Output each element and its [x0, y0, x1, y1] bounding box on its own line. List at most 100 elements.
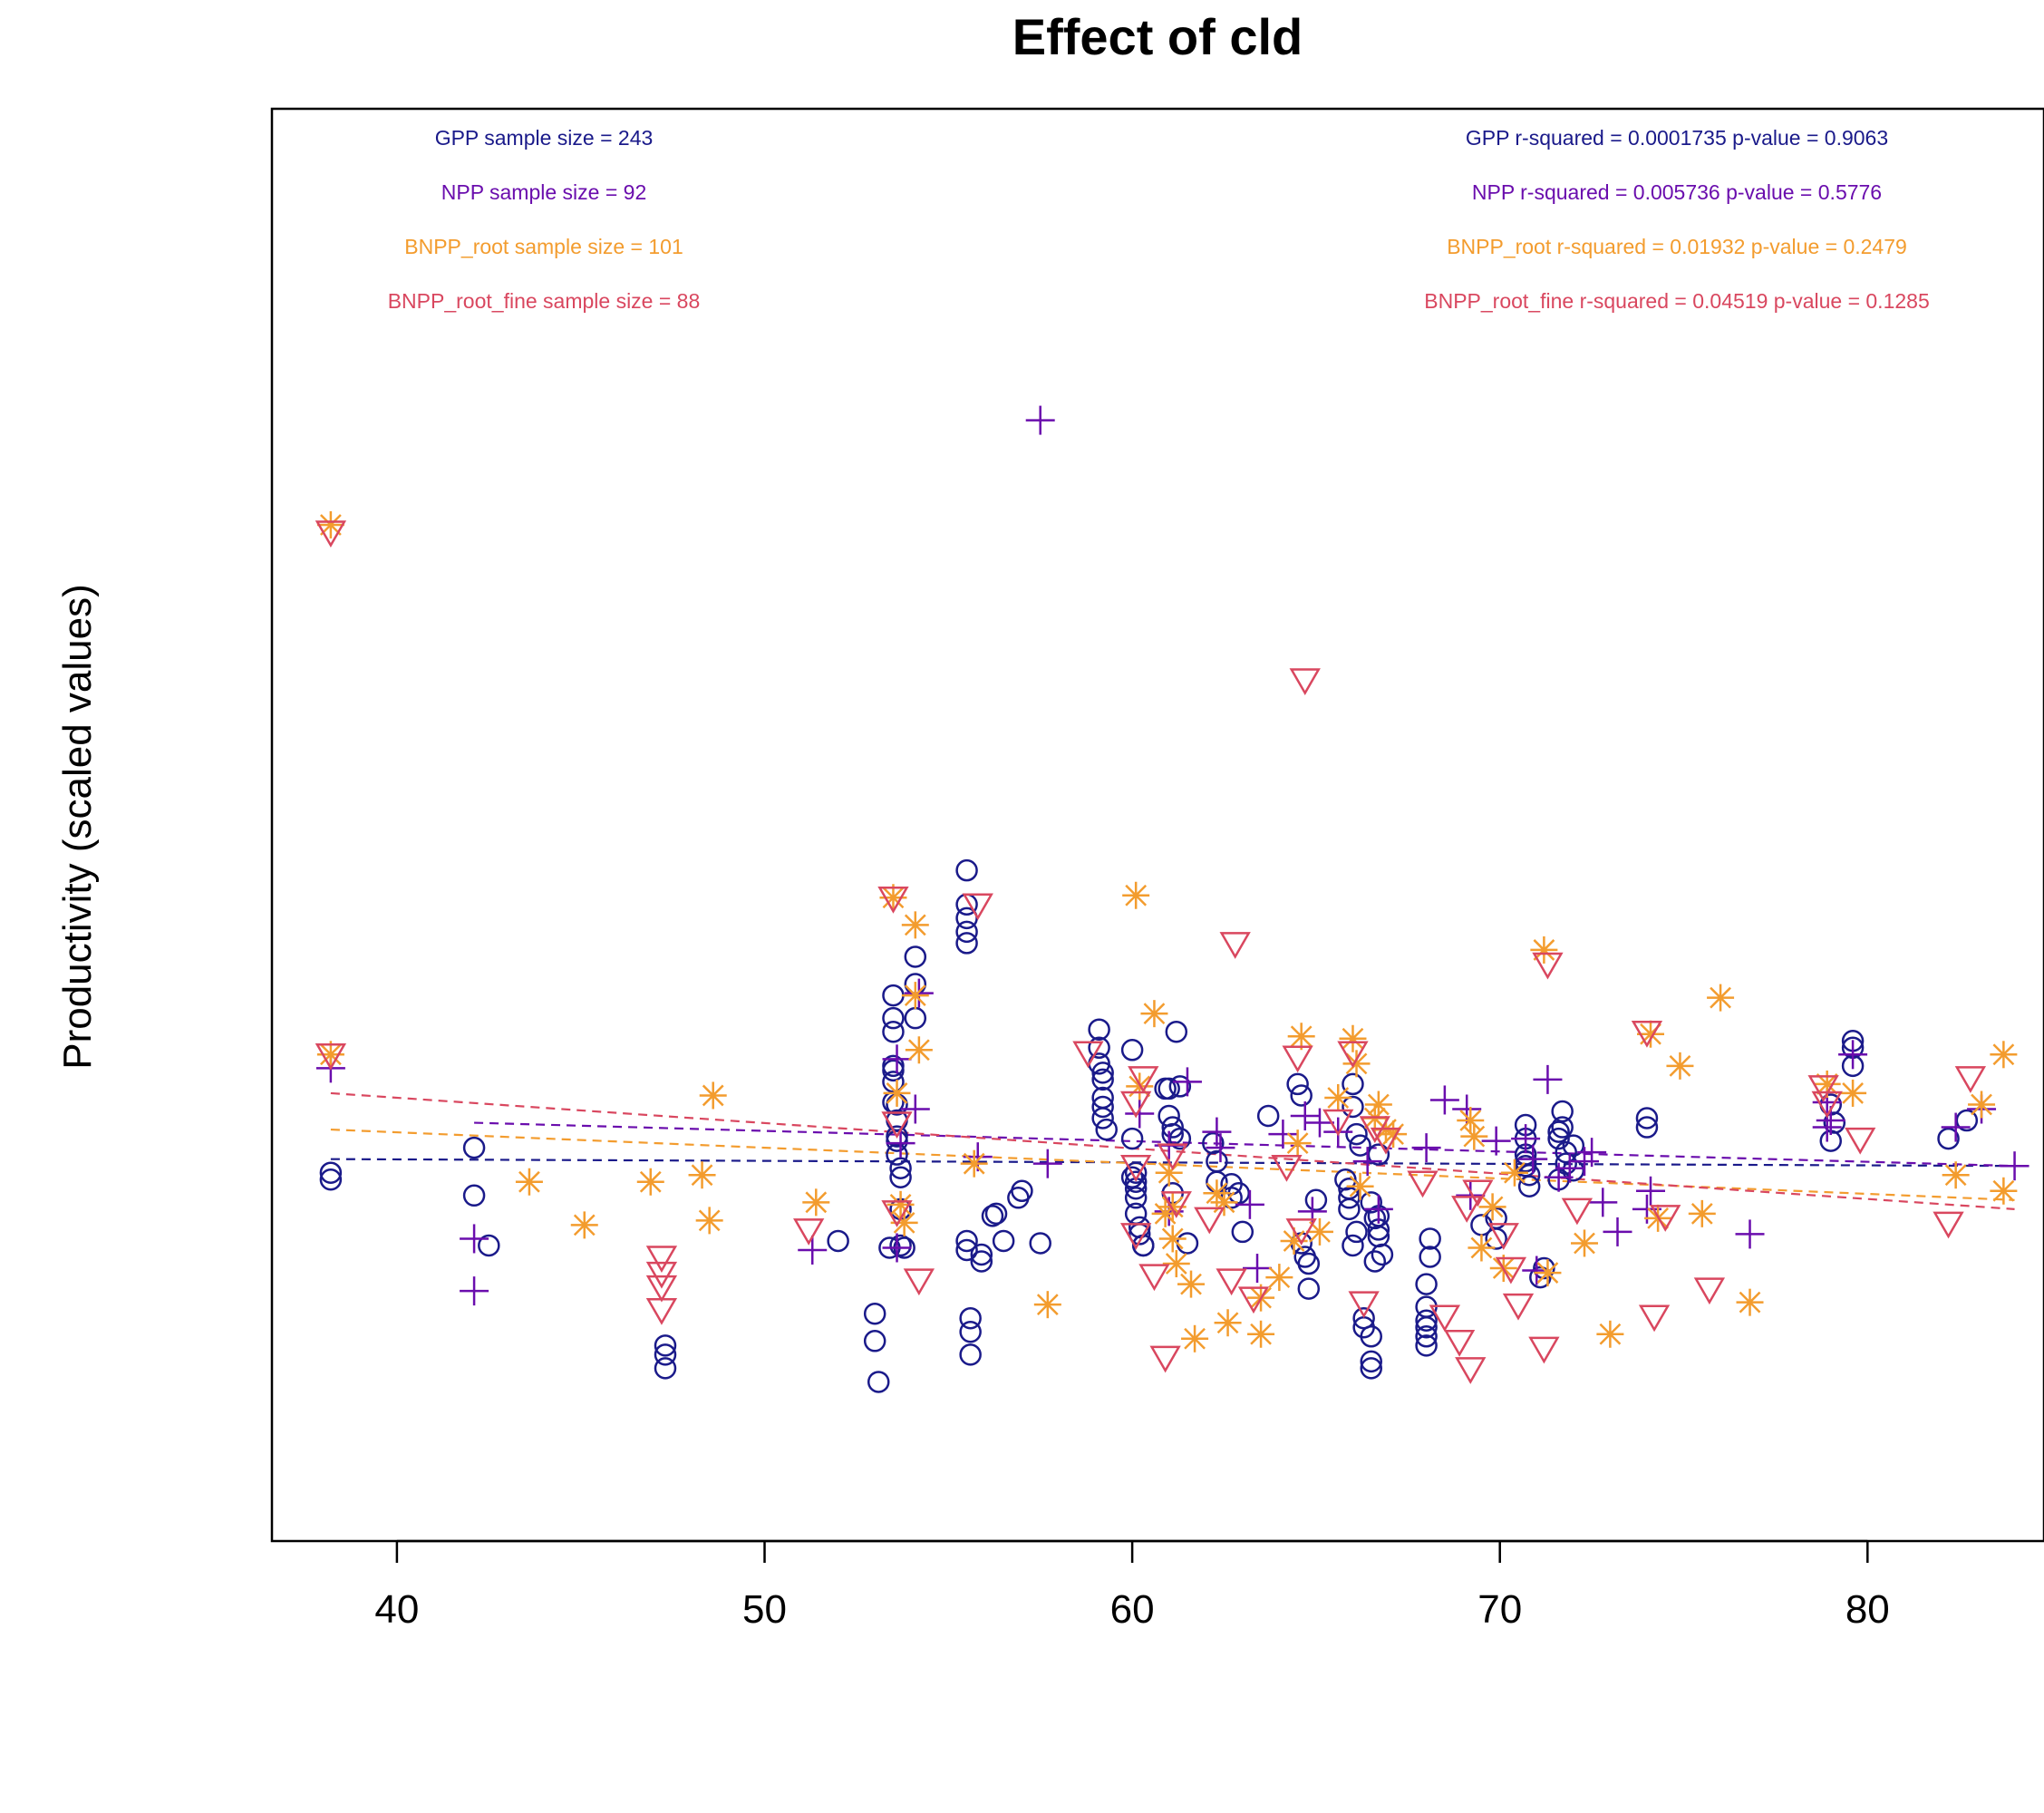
- point-gpp: [1029, 1232, 1051, 1255]
- point-npp: [1511, 1124, 1541, 1154]
- point-bnpp-root-fine: [1348, 1291, 1380, 1319]
- point-gpp: [992, 1229, 1015, 1253]
- point-bnpp-root-fine: [1119, 1091, 1152, 1119]
- point-bnpp-root: [1468, 1234, 1496, 1262]
- point-bnpp-root-fine: [1954, 1066, 1987, 1093]
- point-bnpp-root-fine: [1370, 1127, 1402, 1155]
- point-npp: [1838, 1040, 1868, 1070]
- fit-stat-label: BNPP_root_fine r-squared = 0.04519 p-val…: [1424, 289, 1930, 313]
- point-gpp: [1158, 1077, 1180, 1100]
- point-bnpp-root: [1162, 1250, 1190, 1278]
- point-bnpp-root-fine: [1160, 1191, 1192, 1218]
- point-bnpp-root: [1247, 1320, 1275, 1348]
- point-bnpp-root: [699, 1081, 727, 1110]
- point-gpp: [1095, 1118, 1118, 1141]
- point-gpp: [1635, 1107, 1659, 1129]
- point-gpp: [889, 1157, 912, 1179]
- point-npp: [1941, 1112, 1971, 1142]
- point-gpp: [1371, 1243, 1394, 1266]
- point-gpp: [984, 1202, 1008, 1226]
- point-gpp: [1168, 1075, 1192, 1098]
- plot-frame: [270, 107, 2044, 1543]
- point-npp: [1452, 1094, 1482, 1124]
- point-bnpp-root: [802, 1188, 830, 1217]
- point-bnpp-root: [1839, 1079, 1867, 1107]
- point-npp: [2000, 1151, 2029, 1181]
- x-tick-label: 80: [1845, 1587, 1890, 1632]
- point-bnpp-root-fine: [1443, 1330, 1476, 1357]
- sample-size-label: BNPP_root_fine sample size = 88: [388, 289, 701, 313]
- point-gpp: [882, 1059, 905, 1082]
- point-bnpp-root: [1596, 1320, 1624, 1348]
- point-gpp: [1206, 1149, 1228, 1173]
- sample-size-label: NPP sample size = 92: [441, 180, 647, 204]
- point-bnpp-root-fine: [1271, 1154, 1303, 1182]
- point-bnpp-root-fine: [1157, 1143, 1188, 1171]
- point-bnpp-root: [1265, 1264, 1293, 1292]
- point-gpp: [889, 1234, 912, 1257]
- point-bnpp-root: [1666, 1052, 1694, 1080]
- point-gpp: [478, 1234, 500, 1257]
- point-gpp: [1091, 1062, 1114, 1084]
- point-gpp: [1345, 1122, 1368, 1146]
- fit-line-bnpp-root-fine: [330, 1091, 2015, 1210]
- point-bnpp-root-fine: [962, 893, 993, 921]
- x-tick-label: 60: [1110, 1587, 1155, 1632]
- point-gpp: [462, 1136, 486, 1159]
- point-gpp: [1349, 1134, 1371, 1157]
- chart-title: Effect of cld: [1012, 8, 1303, 65]
- point-bnpp-root: [1287, 1023, 1315, 1051]
- point-bnpp-root-fine: [877, 887, 909, 914]
- point-bnpp-root-fine: [1807, 1075, 1839, 1102]
- point-gpp: [1342, 1072, 1364, 1096]
- fit-stat-label: GPP r-squared = 0.0001735 p-value = 0.90…: [1466, 126, 1888, 150]
- point-bnpp-root-fine: [1285, 1218, 1317, 1246]
- point-gpp: [1533, 1256, 1555, 1280]
- point-gpp: [1124, 1170, 1148, 1193]
- point-bnpp-root-fine: [1149, 1345, 1181, 1373]
- point-npp: [460, 1276, 489, 1306]
- point-bnpp-root-fine: [1495, 1256, 1527, 1285]
- point-npp: [1411, 1133, 1441, 1163]
- point-gpp: [1415, 1273, 1438, 1295]
- point-gpp: [1517, 1175, 1541, 1198]
- point-gpp: [955, 1229, 978, 1253]
- point-gpp: [654, 1357, 677, 1380]
- point-bnpp-root: [883, 1079, 911, 1107]
- point-bnpp-root: [570, 1211, 598, 1239]
- point-bnpp-root-fine: [1219, 932, 1251, 959]
- point-bnpp-root-fine: [1845, 1127, 1876, 1155]
- point-bnpp-root-fine: [1337, 1041, 1369, 1069]
- point-bnpp-root-fine: [1693, 1277, 1726, 1305]
- point-gpp: [1415, 1325, 1438, 1348]
- point-gpp: [882, 984, 905, 1007]
- point-gpp: [1360, 1325, 1382, 1348]
- point-bnpp-root-fine: [881, 1200, 913, 1227]
- point-bnpp-root: [1707, 984, 1735, 1012]
- point-bnpp-root-fine: [645, 1297, 678, 1325]
- point-bnpp-root-fine: [1407, 1170, 1439, 1198]
- point-gpp: [1419, 1246, 1441, 1268]
- point-bnpp-root-fine: [315, 520, 347, 548]
- point-bnpp-root-fine: [1128, 1066, 1159, 1093]
- point-bnpp-root-fine: [1487, 1223, 1519, 1250]
- point-bnpp-root: [1460, 1122, 1488, 1150]
- point-npp: [1555, 1153, 1584, 1183]
- point-gpp: [1088, 1018, 1110, 1041]
- point-gpp: [1120, 1166, 1144, 1188]
- point-npp: [1363, 1194, 1393, 1224]
- point-bnpp-root: [1214, 1309, 1242, 1337]
- point-bnpp-root-fine: [1237, 1286, 1270, 1314]
- point-npp: [1518, 1144, 1548, 1174]
- point-bnpp-root-fine: [1561, 1197, 1594, 1226]
- point-bnpp-root: [316, 510, 344, 538]
- point-bnpp-root-fine: [1638, 1304, 1671, 1333]
- point-npp: [1456, 1180, 1486, 1210]
- point-gpp: [1415, 1309, 1438, 1332]
- point-gpp: [1338, 1197, 1361, 1221]
- stats-annotations: GPP sample size = 243 NPP sample size = 9…: [388, 126, 1930, 313]
- point-npp: [1603, 1217, 1632, 1246]
- point-npp: [1481, 1126, 1511, 1156]
- point-gpp: [1091, 1095, 1114, 1119]
- point-gpp: [886, 1129, 908, 1152]
